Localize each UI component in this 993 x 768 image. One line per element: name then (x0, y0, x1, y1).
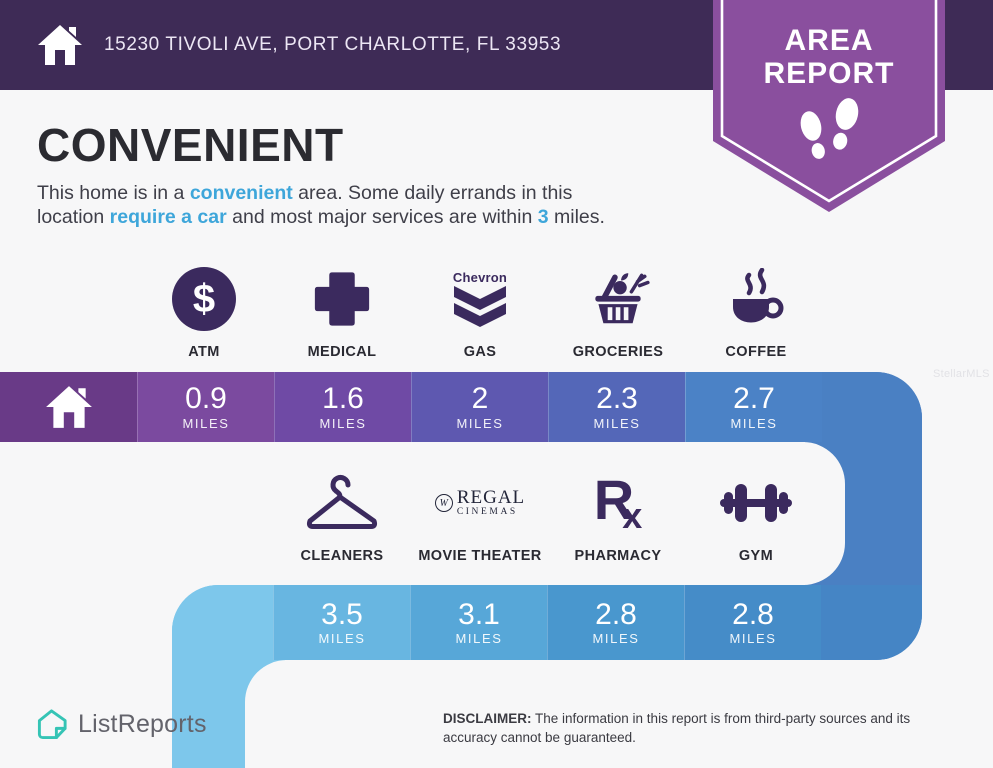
service-label: MEDICAL (307, 344, 377, 360)
atm-dollar-icon: $ (172, 267, 236, 331)
medical-cross-icon (314, 272, 370, 326)
ribbon-shape (713, 0, 945, 212)
bar2-lead (172, 585, 273, 660)
summary-seg: location (37, 205, 110, 228)
chevron-brand-text: Chevron (452, 270, 508, 285)
service-label: PHARMACY (574, 548, 662, 564)
badge-line1: AREA (784, 24, 874, 57)
service-label: ATM (188, 344, 220, 360)
dumbbell-icon (720, 484, 792, 522)
footprints-icon (800, 98, 859, 159)
rx-icon: R x (593, 468, 643, 536)
distance-gym: 2.8 MILES (684, 585, 821, 660)
home-icon (45, 386, 92, 428)
badge-line2: REPORT (763, 57, 895, 90)
service-cleaners: CLEANERS (273, 462, 411, 564)
distance-bar-1: 0.9 MILES 1.6 MILES 2 MILES 2.3 MILES 2.… (0, 372, 922, 442)
home-icon (38, 25, 82, 65)
service-gas: Chevron GAS (411, 258, 549, 360)
service-label: COFFEE (725, 344, 787, 360)
service-label: GROCERIES (572, 344, 664, 360)
listreports-logo: ListReports (36, 708, 207, 741)
summary-seg: miles. (548, 205, 605, 228)
regal-mark: W (434, 494, 453, 512)
badge-title: AREA REPORT (713, 24, 945, 90)
service-label: CLEANERS (300, 548, 384, 564)
distance-movie-theater: 3.1 MILES (410, 585, 547, 660)
regal-cinemas-logo: W REGAL CINEMAS (434, 488, 525, 518)
mid-white-panel (0, 442, 845, 585)
page-title: CONVENIENT (37, 119, 344, 171)
disclaimer-text: The information in this report is from t… (443, 711, 911, 745)
dollar-sign: $ (192, 276, 216, 321)
summary-highlight: require a car (109, 205, 227, 228)
service-label: GAS (463, 344, 497, 360)
service-medical: MEDICAL (273, 258, 411, 360)
distance-cleaners: 3.5 MILES (273, 585, 410, 660)
service-groceries: GROCERIES (549, 258, 687, 360)
bar1-tail (822, 372, 922, 442)
distance-bar-2: 3.5 MILES 3.1 MILES 2.8 MILES 2.8 MILES (172, 585, 922, 660)
service-atm: $ ATM (135, 258, 273, 360)
summary-seg: This home is in a (37, 182, 190, 204)
service-coffee: COFFEE (687, 258, 825, 360)
summary-seg: area. Some daily errands in this (292, 182, 573, 204)
summary-seg: and most major services are within (226, 205, 538, 228)
disclaimer-label: DISCLAIMER: (443, 711, 532, 726)
summary-text: This home is in a convenient area. Some … (37, 182, 687, 230)
services-row-2: CLEANERS W REGAL CINEMAS MOVIE THEATER R… (273, 462, 825, 564)
summary-highlight: 3 (537, 205, 549, 228)
property-address: 15230 TIVOLI AVE, PORT CHARLOTTE, FL 339… (104, 34, 562, 55)
bar2-tail (821, 585, 922, 660)
service-label: MOVIE THEATER (418, 548, 542, 564)
services-row-1: $ ATM MEDICAL Chevron GAS (135, 258, 825, 360)
distance-medical: 1.6 MILES (274, 372, 411, 442)
logo-text: ListReports (78, 710, 207, 738)
service-pharmacy: R x PHARMACY (549, 462, 687, 565)
chevron-gas-icon (453, 286, 506, 327)
coffee-cup-icon (733, 268, 784, 323)
distance-coffee: 2.7 MILES (685, 372, 822, 442)
service-label: GYM (738, 548, 774, 564)
hanger-icon (306, 475, 378, 529)
summary-highlight: convenient (189, 182, 293, 204)
grocery-basket-icon (595, 273, 650, 324)
area-report-badge: AREA REPORT (713, 0, 945, 212)
home-segment (0, 372, 137, 442)
listreports-house-icon (37, 709, 67, 740)
distance-pharmacy: 2.8 MILES (547, 585, 684, 660)
distance-atm: 0.9 MILES (137, 372, 274, 442)
disclaimer: DISCLAIMER: The information in this repo… (443, 710, 963, 748)
service-movie-theater: W REGAL CINEMAS MOVIE THEATER (411, 462, 549, 564)
mls-watermark: StellarMLS (933, 368, 990, 380)
distance-groceries: 2.3 MILES (548, 372, 685, 442)
bottom-white-panel (245, 660, 993, 768)
service-gym: GYM (687, 462, 825, 564)
distance-gas: 2 MILES (411, 372, 548, 442)
